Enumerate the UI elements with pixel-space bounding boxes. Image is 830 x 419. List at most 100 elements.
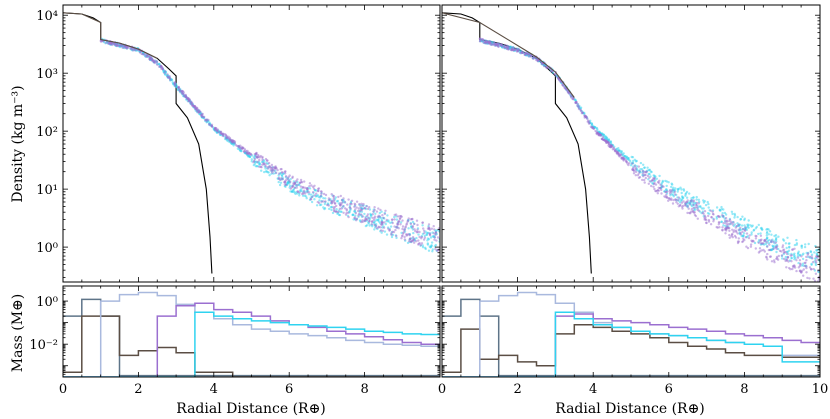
scatter-point	[810, 262, 813, 266]
scatter-point	[151, 58, 154, 62]
scatter-point	[524, 53, 527, 56]
scatter-point	[281, 178, 284, 181]
scatter-point	[395, 234, 398, 238]
scatter-point	[721, 226, 724, 229]
scatter-point	[682, 188, 685, 191]
scatter-point	[403, 235, 406, 239]
scatter-point	[362, 202, 365, 206]
scatter-point	[706, 212, 710, 215]
scatter-point	[372, 210, 375, 213]
scatter-point	[749, 245, 753, 248]
scatter-point	[694, 206, 697, 209]
scatter-point	[258, 163, 262, 166]
scatter-point	[672, 198, 675, 202]
scatter-point	[393, 213, 396, 217]
scatter-point	[728, 233, 731, 237]
scatter-point	[793, 266, 797, 269]
series-brown-step	[63, 315, 440, 377]
scatter-point	[358, 202, 361, 206]
scatter-point	[322, 197, 325, 200]
scatter-point	[296, 183, 299, 187]
scatter-point	[672, 186, 675, 189]
scatter-point	[279, 168, 282, 171]
scatter-point	[219, 130, 222, 134]
scatter-point	[592, 127, 595, 130]
scatter-point	[144, 55, 148, 58]
scatter-point	[265, 159, 269, 162]
scatter-point	[509, 48, 513, 51]
scatter-point	[261, 156, 264, 160]
scatter-point	[619, 154, 622, 157]
scatter-point	[184, 94, 187, 97]
scatter-point	[377, 207, 380, 210]
scatter-point	[393, 225, 396, 228]
scatter-point	[216, 130, 219, 133]
series-purple-step	[442, 313, 820, 377]
scatter-point	[648, 180, 652, 183]
scatter-point	[733, 214, 737, 217]
scatter-point	[660, 188, 663, 192]
scatter-point	[382, 226, 386, 229]
scatter-point	[682, 200, 685, 203]
scatter-point	[704, 203, 708, 207]
scatter-point	[331, 211, 335, 215]
scatter-point	[776, 257, 779, 260]
scatter-point	[197, 111, 200, 114]
series-purple-step	[63, 302, 440, 377]
scatter-point	[812, 277, 815, 280]
scatter-point	[725, 219, 729, 222]
scatter-point	[357, 209, 360, 213]
scatter-point	[253, 162, 257, 165]
scatter-point	[390, 233, 393, 236]
scatter-point	[790, 256, 793, 260]
scatter-point	[761, 242, 764, 245]
scatter-point	[688, 203, 691, 206]
scatter-point	[347, 198, 350, 201]
scatter-point	[168, 77, 171, 80]
scatter-point	[323, 207, 326, 211]
scatter-point	[366, 213, 370, 216]
y-tick-label: 10³	[36, 67, 58, 82]
scatter-point	[327, 204, 330, 207]
scatter-point	[677, 196, 680, 199]
scatter-point	[786, 236, 789, 239]
scatter-point	[181, 90, 185, 93]
scatter-point	[643, 173, 646, 177]
scatter-point	[245, 152, 248, 155]
scatter-point	[737, 240, 740, 243]
scatter-point	[586, 120, 589, 124]
scatter-point	[264, 165, 267, 168]
scatter-point	[759, 234, 763, 237]
scatter-point	[395, 218, 399, 221]
scatter-point	[693, 211, 696, 214]
scatter-point	[763, 239, 766, 242]
scatter-point	[418, 230, 421, 234]
scatter-point	[385, 218, 388, 222]
scatter-point	[517, 48, 520, 51]
scatter-point	[354, 212, 357, 215]
scatter-point	[675, 201, 678, 204]
scatter-point	[324, 200, 327, 203]
scatter-point	[500, 43, 503, 46]
scatter-point	[391, 221, 394, 225]
scatter-point	[807, 242, 810, 246]
scatter-point	[773, 234, 776, 238]
scatter-point	[720, 214, 724, 217]
series-cyan-scatter	[478, 38, 820, 274]
scatter-point	[765, 255, 768, 258]
scatter-point	[805, 259, 808, 262]
scatter-point	[581, 111, 584, 114]
scatter-point	[306, 188, 309, 191]
scatter-point	[816, 256, 820, 259]
scatter-point	[644, 176, 647, 180]
scatter-point	[166, 73, 169, 76]
scatter-point	[685, 190, 689, 194]
scatter-point	[163, 71, 166, 75]
scatter-point	[422, 238, 426, 241]
scatter-point	[701, 211, 704, 214]
scatter-point	[222, 134, 225, 138]
scatter-point	[746, 224, 750, 228]
scatter-point	[759, 232, 762, 235]
scatter-point	[399, 221, 403, 224]
scatter-point	[766, 252, 769, 256]
